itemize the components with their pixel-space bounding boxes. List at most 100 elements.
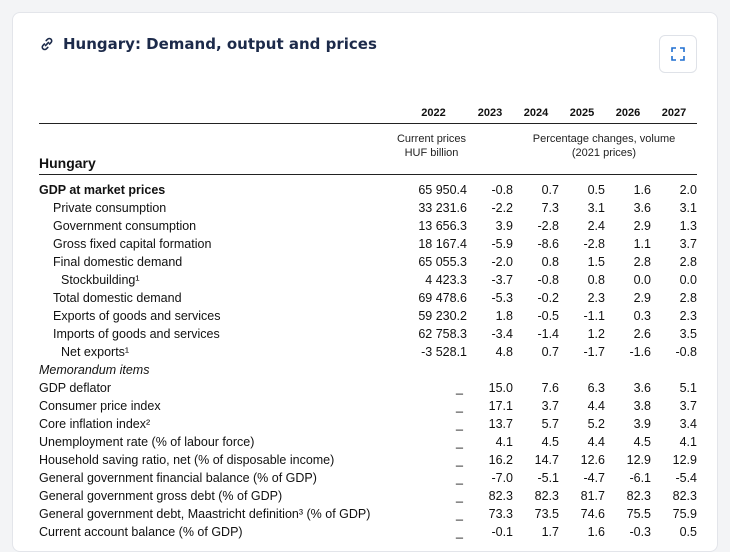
row-label: Total domestic demand	[53, 291, 182, 305]
cell-value: 0.3	[633, 309, 651, 323]
row-label: Exports of goods and services	[53, 309, 221, 323]
cell-value: -0.5	[537, 309, 559, 323]
table-body: GDP at market prices 65 950.4 -0.8 0.7 0.5 1.…	[39, 181, 697, 541]
cell-value: 4.1	[679, 435, 697, 449]
cell-value: 0.0	[679, 273, 697, 287]
cell-2022: 62 758.3	[418, 327, 467, 341]
table-row: Net exports¹ -3 528.1 4.8 0.7 -1.7 -1.6 -0.8	[39, 343, 697, 361]
cell-2022: 13 656.3	[418, 219, 467, 233]
cell-2022: _	[456, 507, 463, 521]
table-row: Total domestic demand 69 478.6 -5.3 -0.2 2.3…	[39, 289, 697, 307]
cell-value: -1.7	[583, 345, 605, 359]
table-row: Consumer price index _ 17.1 3.7 4.4 3.8 3.7	[39, 397, 697, 415]
table-row: Current account balance (% of GDP) _ -0.1 1…	[39, 523, 697, 541]
cell-value: 3.1	[587, 201, 605, 215]
cell-value: -0.1	[491, 525, 513, 539]
cell-value: 1.5	[587, 255, 605, 269]
cell-value: -5.4	[675, 471, 697, 485]
table-row: GDP at market prices 65 950.4 -0.8 0.7 0.5 1.…	[39, 181, 697, 199]
row-label: General government gross debt (% of GDP)	[39, 489, 283, 503]
cell-value: 82.3	[626, 489, 651, 503]
table-row: Core inflation index² _ 13.7 5.7 5.2 3.9 3.4	[39, 415, 697, 433]
cell-value: 3.7	[679, 237, 697, 251]
year-header: 2026	[615, 107, 641, 119]
cell-value: 2.9	[633, 291, 651, 305]
cell-value: 3.6	[633, 201, 651, 215]
table-row: General government debt, Maastricht defi…	[39, 505, 697, 523]
row-label: Final domestic demand	[53, 255, 183, 269]
cell-value: 1.1	[633, 237, 651, 251]
cell-value: 0.7	[541, 183, 559, 197]
table-row: GDP deflator _ 15.0 7.6 6.3 3.6 5.1	[39, 379, 697, 397]
cell-2022: 69 478.6	[418, 291, 467, 305]
cell-value: 4.8	[495, 345, 513, 359]
cell-value: 75.5	[626, 507, 651, 521]
header-years-row: 2022 2023 2024 2025 2026 2027	[39, 103, 697, 124]
cell-value: 1.3	[679, 219, 697, 233]
cell-value: 13.7	[488, 417, 513, 431]
cell-value: -2.8	[537, 219, 559, 233]
cell-value: -1.1	[583, 309, 605, 323]
cell-value: 7.6	[541, 381, 559, 395]
cell-value: 82.3	[672, 489, 697, 503]
cell-value: 4.4	[587, 399, 605, 413]
cell-value: 12.9	[672, 453, 697, 467]
table-row: Imports of goods and services 62 758.3 -3.…	[39, 325, 697, 343]
table-row: General government gross debt (% of GDP)…	[39, 487, 697, 505]
cell-2022: 4 423.3	[425, 273, 467, 287]
cell-value: 0.8	[587, 273, 605, 287]
table-row: Final domestic demand 65 055.3 -2.0 0.8 1.5 2…	[39, 253, 697, 271]
cell-value: -2.2	[491, 201, 513, 215]
year-header: 2027	[661, 107, 687, 119]
cell-value: 2.6	[633, 327, 651, 341]
cell-value: 3.8	[633, 399, 651, 413]
cell-value: 5.7	[541, 417, 559, 431]
cell-value: 14.7	[534, 453, 559, 467]
cell-2022: -3 528.1	[421, 345, 467, 359]
country-label: Hungary	[39, 155, 96, 171]
cell-value: 75.9	[672, 507, 697, 521]
cell-value: -2.8	[583, 237, 605, 251]
cell-value: 82.3	[534, 489, 559, 503]
cell-value: 0.0	[633, 273, 651, 287]
table-row: General government financial balance (% …	[39, 469, 697, 487]
cell-value: -4.7	[583, 471, 605, 485]
row-label: Memorandum items	[39, 363, 150, 377]
table-row: Household saving ratio, net (% of dispos…	[39, 451, 697, 469]
cell-value: 3.9	[495, 219, 513, 233]
cell-value: 0.7	[541, 345, 559, 359]
cell-value: 2.9	[633, 219, 651, 233]
cell-value: -5.1	[537, 471, 559, 485]
expand-button[interactable]	[659, 35, 697, 73]
row-label: GDP deflator	[39, 381, 112, 395]
cell-value: 3.5	[679, 327, 697, 341]
row-label: Household saving ratio, net (% of dispos…	[39, 453, 335, 467]
cell-2022: 65 950.4	[418, 183, 467, 197]
cell-value: 1.7	[541, 525, 559, 539]
row-label: Private consumption	[53, 201, 167, 215]
cell-value: 3.7	[541, 399, 559, 413]
cell-value: 16.2	[488, 453, 513, 467]
cell-value: 2.8	[679, 291, 697, 305]
cell-2022: 18 167.4	[418, 237, 467, 251]
cell-value: 4.5	[633, 435, 651, 449]
cell-value: 3.6	[633, 381, 651, 395]
table-card: Hungary: Demand, output and prices 2022 …	[12, 12, 718, 552]
cell-value: 2.8	[633, 255, 651, 269]
data-table: 2022 2023 2024 2025 2026 2027 Hungary Cu…	[39, 103, 697, 541]
cell-value: 4.1	[495, 435, 513, 449]
cell-value: 1.6	[587, 525, 605, 539]
cell-2022: 33 231.6	[418, 201, 467, 215]
cell-value: 15.0	[488, 381, 513, 395]
link-icon[interactable]	[39, 36, 55, 52]
cell-value: 3.4	[679, 417, 697, 431]
cell-value: 0.5	[679, 525, 697, 539]
cell-2022: _	[456, 399, 463, 413]
cell-value: 73.3	[488, 507, 513, 521]
cell-value: 74.6	[580, 507, 605, 521]
header-sub-row: Hungary Current prices HUF billion Perce…	[39, 124, 697, 175]
row-label: Imports of goods and services	[53, 327, 220, 341]
cell-value: 73.5	[534, 507, 559, 521]
cell-value: -0.3	[629, 525, 651, 539]
row-label: Gross fixed capital formation	[53, 237, 212, 251]
